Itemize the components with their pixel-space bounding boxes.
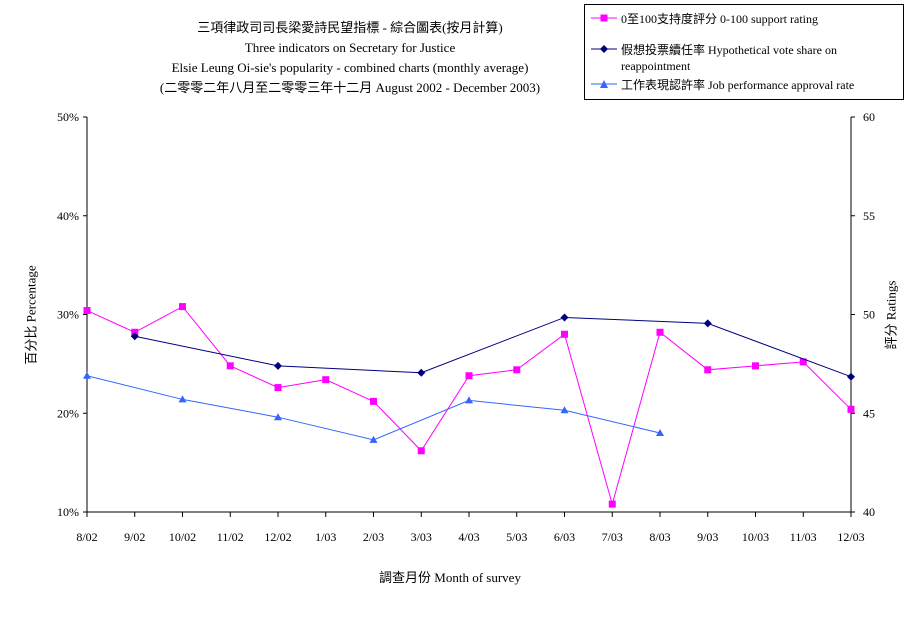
y-tick-label-right: 45 <box>863 406 875 420</box>
data-point-square <box>179 303 186 311</box>
series-layer <box>83 303 855 508</box>
series-line-0 <box>86 305 852 506</box>
y-tick-label-left: 20% <box>57 406 79 420</box>
data-point-square <box>465 372 473 380</box>
data-point-square <box>226 362 234 370</box>
data-point-square <box>752 362 759 370</box>
data-point-diamond <box>560 313 569 322</box>
data-point-triangle <box>369 435 378 443</box>
y-axis-label-right: 評分 Ratings <box>883 280 899 350</box>
data-point-diamond <box>130 332 139 341</box>
legend-label-support-rating: 0至100支持度評分 0-100 support rating <box>621 12 818 26</box>
legend-label-vote-share: 假想投票續任率 Hypothetical vote share on reapp… <box>621 43 837 73</box>
legend-swatch-support-rating <box>591 14 617 22</box>
x-axis-label: 調查月份 Month of survey <box>379 570 521 585</box>
x-tick-label: 1/03 <box>315 530 336 544</box>
data-point-square <box>322 376 330 384</box>
x-tick-label: 7/03 <box>602 530 623 544</box>
series-line-1 <box>134 316 852 378</box>
chart-legend: 0至100支持度評分 0-100 support rating 假想投票續任率 … <box>584 4 904 100</box>
data-point-diamond <box>417 368 426 377</box>
axes-layer: 10% 20% 30% 40% 50% 40 45 50 55 60 8/02 9/02 10/02 11… <box>57 110 875 544</box>
chart-subtitle-line-1: Three indicators on Secretary for Justic… <box>244 40 456 55</box>
x-tick-label: 8/02 <box>76 530 97 544</box>
legend-swatch-approval-rate <box>591 80 617 88</box>
legend-label-approval-rate: 工作表現認許率 Job performance approval rate <box>621 78 855 92</box>
data-point-square <box>370 397 377 405</box>
x-tick-label: 11/02 <box>217 530 244 544</box>
x-tick-label: 10/03 <box>742 530 769 544</box>
y-tick-label-right: 55 <box>863 209 875 223</box>
data-point-triangle <box>178 395 187 403</box>
series-line-2 <box>86 375 661 441</box>
data-point-square <box>83 307 91 315</box>
data-point-square <box>656 328 664 336</box>
x-tick-label: 11/03 <box>790 530 817 544</box>
y-tick-label-left: 50% <box>57 110 79 124</box>
data-point-square <box>847 405 855 413</box>
x-tick-label: 5/03 <box>506 530 527 544</box>
x-tick-label: 12/02 <box>264 530 291 544</box>
chart-title: 三項律政司司長梁愛詩民望指標 - 綜合圖表(按月計算) <box>197 20 503 35</box>
y-axis-label-left: 百分比 Percentage <box>23 265 39 365</box>
data-point-diamond <box>703 319 712 328</box>
data-point-square <box>704 366 712 374</box>
x-tick-label: 4/03 <box>458 530 479 544</box>
y-tick-label-right: 50 <box>863 308 875 322</box>
data-point-square <box>561 330 568 338</box>
x-tick-label: 8/03 <box>649 530 670 544</box>
y-tick-label-right: 60 <box>863 110 875 124</box>
data-point-triangle <box>656 429 664 436</box>
data-point-square <box>513 366 521 374</box>
data-point-diamond <box>847 372 855 381</box>
data-point-triangle <box>83 371 91 379</box>
x-tick-label: 6/03 <box>554 530 575 544</box>
x-tick-label: 9/03 <box>697 530 718 544</box>
data-point-square <box>417 447 425 455</box>
data-point-square <box>274 384 282 392</box>
data-point-square <box>608 500 616 508</box>
x-tick-label: 2/03 <box>363 530 384 544</box>
data-point-square <box>799 358 807 366</box>
x-tick-label: 12/03 <box>837 530 864 544</box>
y-tick-label-left: 40% <box>57 209 79 223</box>
x-tick-label: 9/02 <box>124 530 145 544</box>
x-tick-label: 10/02 <box>169 530 196 544</box>
chart-subtitle-line-2: Elsie Leung Oi-sie's popularity - combin… <box>171 60 529 75</box>
chart-title-block: 三項律政司司長梁愛詩民望指標 - 綜合圖表(按月計算) Three indica… <box>120 18 580 98</box>
y-tick-label-left: 30% <box>57 308 79 322</box>
legend-swatch-vote-share <box>591 45 617 53</box>
data-point-triangle <box>560 406 569 414</box>
y-tick-label-right: 40 <box>863 505 875 519</box>
data-point-diamond <box>274 361 282 370</box>
data-point-triangle <box>274 413 282 421</box>
chart-subtitle-line-3: (二零零二年八月至二零零三年十二月 August 2002 - December… <box>159 80 541 95</box>
data-point-triangle <box>465 396 473 404</box>
y-tick-label-left: 10% <box>57 505 79 519</box>
x-tick-label: 3/03 <box>411 530 432 544</box>
